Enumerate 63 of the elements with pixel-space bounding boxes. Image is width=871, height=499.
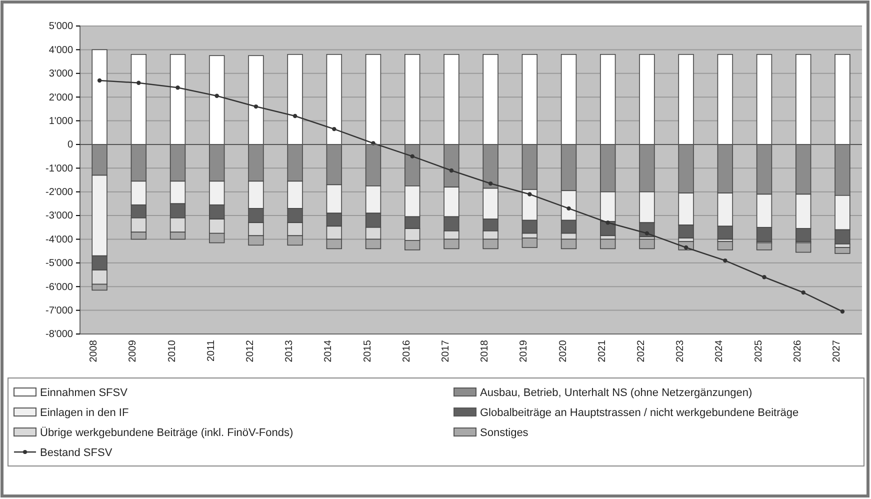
x-tick-label: 2008 xyxy=(88,340,100,362)
y-tick-label: 4'000 xyxy=(48,44,74,56)
x-tick-label: 2022 xyxy=(636,340,647,362)
x-tick-label: 2017 xyxy=(440,340,452,362)
x-tick-label: 2024 xyxy=(714,340,726,362)
point xyxy=(566,206,571,211)
y-tick-label: -5'000 xyxy=(46,258,74,270)
legend-label: Einnahmen SFSV xyxy=(40,387,128,399)
y-tick-label: -4'000 xyxy=(46,234,74,246)
x-tick-label: 2010 xyxy=(166,340,178,362)
y-tick-label: 2'000 xyxy=(48,92,74,104)
point xyxy=(332,126,336,132)
y-tick-label: -8'000 xyxy=(46,329,74,340)
point xyxy=(606,220,610,225)
bar xyxy=(639,238,655,250)
y-tick-label: -1'000 xyxy=(46,163,74,174)
y-tick-label: -6'000 xyxy=(46,282,74,293)
x-tick-label: 2013 xyxy=(284,340,296,362)
x-tick-label: 2011 xyxy=(206,340,217,362)
y-tick-label: 5'000 xyxy=(48,21,74,32)
bar xyxy=(834,247,850,254)
point xyxy=(723,258,728,263)
x-tick-label: 2020 xyxy=(558,340,569,362)
y-tick-label: -3'000 xyxy=(46,210,74,222)
x-tick-label: 2021 xyxy=(596,340,608,362)
legend-label: Bestand SFSV xyxy=(40,447,113,459)
x-tick-label: 2025 xyxy=(753,340,764,362)
point xyxy=(214,94,219,98)
bar xyxy=(600,238,616,250)
x-tick-label: 2019 xyxy=(518,340,530,362)
legend-label: Einlagen in den IF xyxy=(40,407,129,419)
y-tick-label: -2'000 xyxy=(46,187,74,198)
bar xyxy=(717,241,733,250)
legend-label: Übrige werkgebundene Beiträge (inkl. FinöV-Fonds) xyxy=(40,426,294,439)
legend-label: Globalbeiträge an Hauptstrassen / nicht werkgebundene Beiträge xyxy=(480,407,799,419)
y-tick-label: -7'000 xyxy=(46,306,74,317)
x-tick-label: 2027 xyxy=(831,340,842,362)
point xyxy=(840,309,845,314)
x-tick-label: 2018 xyxy=(480,340,491,362)
x-tick-label: 2023 xyxy=(675,340,686,362)
point xyxy=(801,290,806,295)
y-tick-label: 1'000 xyxy=(48,116,74,127)
point xyxy=(449,168,454,173)
point xyxy=(97,78,102,83)
y-tick-label: 0 xyxy=(67,140,74,151)
point xyxy=(292,114,298,118)
x-tick-label: 2009 xyxy=(128,340,139,362)
point xyxy=(136,80,141,85)
point xyxy=(254,104,258,109)
x-tick-label: 2012 xyxy=(244,340,256,362)
x-tick-label: 2026 xyxy=(792,340,804,362)
point xyxy=(762,275,766,280)
legend-label: Sonstiges xyxy=(480,427,529,439)
x-tick-label: 2014 xyxy=(323,340,334,362)
legend-label: Ausbau, Betrieb, Unterhalt NS (ohne Netzergänzungen) xyxy=(480,387,752,399)
y-tick-label: 3'000 xyxy=(48,68,74,80)
point xyxy=(644,231,650,236)
point xyxy=(176,85,180,90)
point xyxy=(488,181,493,186)
x-tick-label: 2015 xyxy=(362,340,374,362)
point xyxy=(410,154,414,158)
x-tick-label: 2016 xyxy=(401,340,412,362)
point xyxy=(528,192,532,196)
